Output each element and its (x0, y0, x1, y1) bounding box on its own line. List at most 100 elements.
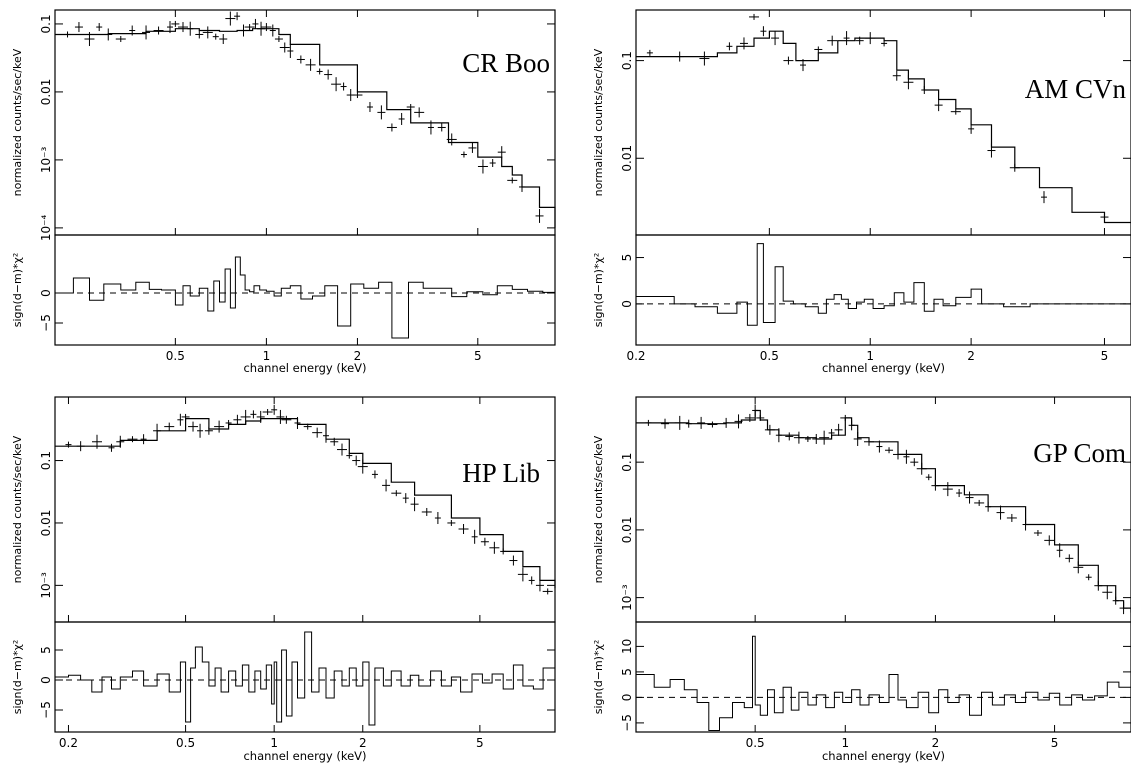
data-point (916, 462, 927, 475)
data-point (331, 77, 342, 92)
data-point (437, 123, 446, 132)
data-point (893, 449, 904, 460)
data-point (316, 68, 323, 75)
y-tick-label: 10⁻⁴ (39, 214, 53, 241)
data-point (181, 413, 190, 420)
panel-hp-lib: HP Lib 0.2 0.5 1 2 5 channel energy (keV) 0.1 0.… (11, 396, 556, 763)
data-point (876, 440, 883, 453)
data-point (212, 33, 219, 40)
data-point (410, 497, 419, 512)
y-tick-label: 0.01 (620, 517, 634, 544)
data-point (985, 501, 992, 512)
x-tick-label: 5 (474, 349, 482, 363)
data-point (274, 36, 283, 43)
data-point (517, 567, 528, 582)
data-point (281, 415, 292, 424)
data-point (330, 437, 339, 446)
data-point (96, 23, 103, 32)
data-point (1119, 602, 1128, 615)
data-point (458, 524, 469, 535)
residual-y-tick-label: 0 (620, 694, 634, 702)
data-point (1102, 585, 1113, 600)
data-point (142, 25, 151, 40)
data-point (352, 455, 361, 466)
x-tick-label: 5 (476, 736, 484, 750)
residual-y-axis-label: sign(d−m)*χ² (11, 640, 24, 715)
data-point (480, 537, 489, 546)
data-point (646, 49, 653, 56)
residual-y-tick-label: 0 (39, 676, 53, 684)
data-point (171, 20, 180, 27)
data-point (322, 428, 329, 443)
data-point (764, 424, 775, 435)
data-point (987, 143, 996, 158)
data-point (996, 505, 1005, 520)
residual-y-tick-label: −5 (620, 714, 634, 732)
residual-y-tick-label: 5 (620, 254, 634, 262)
data-point (261, 23, 272, 32)
x-tick-label: 0.2 (59, 736, 78, 750)
residual-y-axis-label: sign(d−m)*χ² (592, 640, 605, 715)
data-point (371, 470, 378, 479)
data-point (812, 433, 821, 444)
residual-step-line (636, 635, 1131, 731)
data-point (863, 437, 874, 446)
data-point (140, 434, 147, 445)
data-point (240, 409, 251, 424)
data-point (828, 428, 835, 437)
data-point (234, 12, 241, 21)
data-point (402, 493, 409, 504)
x-tick-label: 2 (932, 736, 940, 750)
data-point (303, 423, 312, 430)
data-point (271, 404, 278, 415)
x-tick-label: 2 (967, 349, 975, 363)
data-point (434, 512, 441, 525)
data-point (752, 404, 759, 417)
data-point (793, 431, 804, 444)
data-point (785, 432, 794, 441)
data-point (489, 541, 500, 554)
data-point (723, 417, 730, 428)
model-step-line (55, 418, 556, 589)
x-axis-label: channel energy (keV) (822, 749, 945, 763)
x-axis-label: channel energy (keV) (243, 361, 366, 375)
y-axis-label: normalized counts/sec/keV (11, 435, 24, 583)
x-tick-label: 2 (359, 736, 367, 750)
y-tick-label: 0.01 (39, 79, 53, 106)
data-point (771, 31, 780, 46)
data-point (257, 21, 266, 36)
data-point (214, 420, 225, 433)
spectrum-frame (54, 396, 556, 623)
data-point (489, 159, 496, 168)
x-tick-label: 0.5 (176, 736, 195, 750)
data-point (675, 51, 684, 62)
data-point (225, 11, 236, 26)
source-name-label: CR Boo (462, 48, 550, 78)
data-point (468, 142, 477, 153)
data-point (1112, 596, 1119, 605)
data-point (853, 431, 862, 446)
residual-y-tick-label: 0 (620, 300, 634, 308)
data-point (357, 459, 368, 474)
data-point (305, 58, 316, 71)
data-point (855, 36, 864, 45)
data-point (447, 519, 456, 526)
x-tick-label: 5 (1051, 736, 1059, 750)
y-tick-label: 0.1 (620, 51, 634, 70)
data-point (294, 416, 301, 429)
data-point (406, 104, 415, 111)
data-point (865, 32, 876, 45)
data-point (116, 435, 125, 448)
x-tick-label: 0.2 (626, 349, 645, 363)
data-point (460, 151, 467, 158)
residual-step-line (636, 243, 1131, 326)
data-point (775, 428, 782, 443)
data-point (734, 414, 743, 429)
data-point (497, 146, 506, 159)
data-point (1022, 518, 1029, 531)
data-point (843, 31, 850, 46)
residual-y-tick-label: 5 (620, 668, 634, 676)
data-point (931, 480, 940, 491)
data-point (391, 490, 402, 497)
